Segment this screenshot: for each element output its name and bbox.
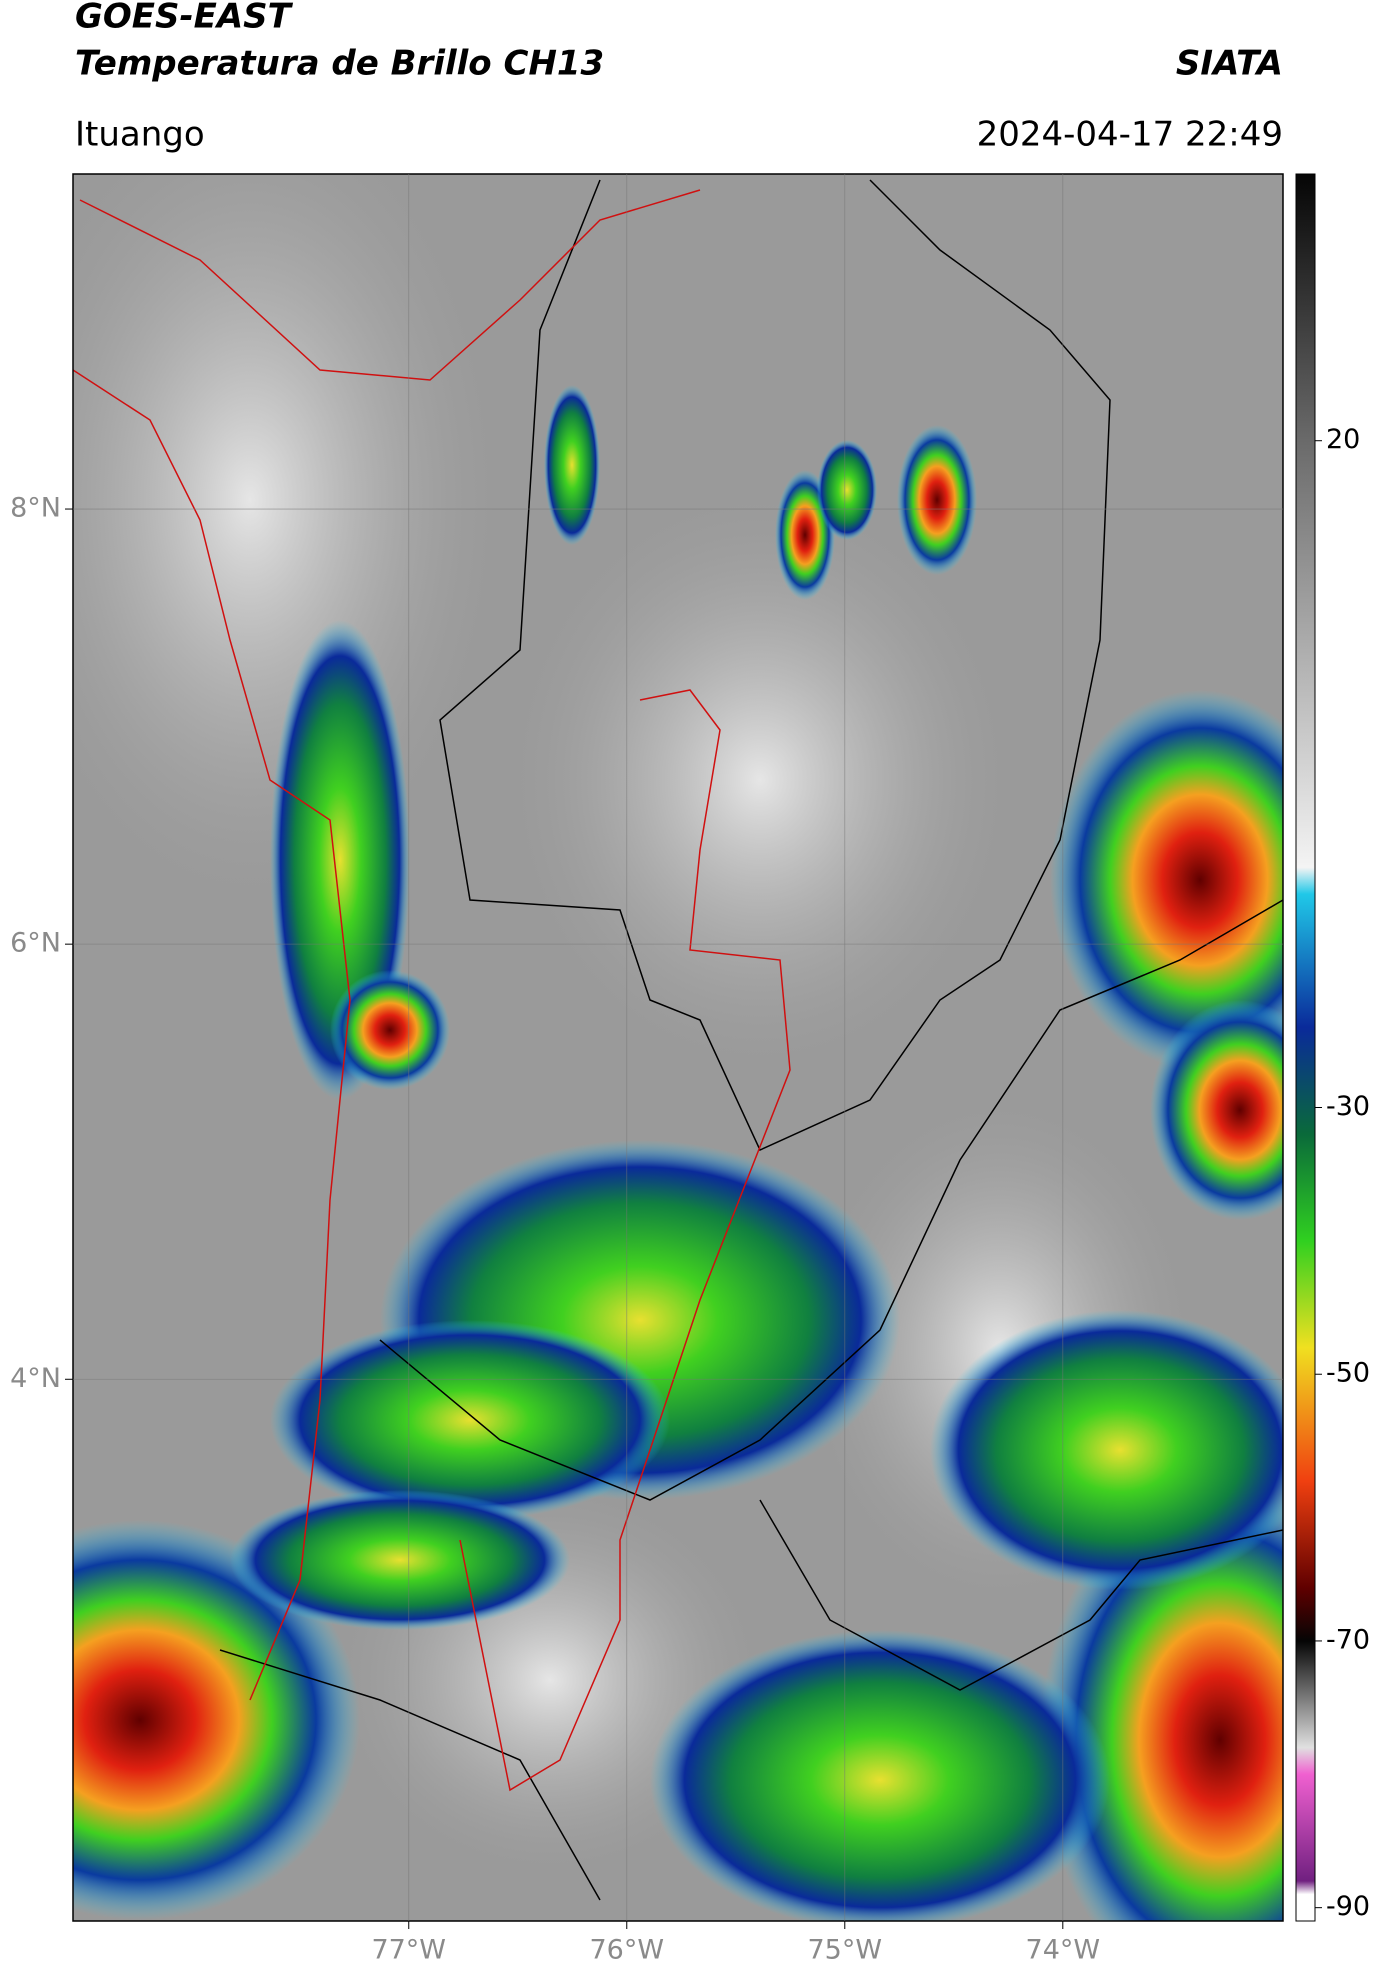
x-tick-label: 76°W <box>589 1935 664 1966</box>
subtitle: Temperatura de Brillo CH13 <box>75 44 604 84</box>
brand: SIATA <box>1176 44 1283 84</box>
title: GOES-EAST <box>75 0 294 37</box>
colorbar-tick-label: -30 <box>1326 1091 1370 1122</box>
colorbar-tick-label: -50 <box>1326 1358 1370 1389</box>
x-tick-label: 74°W <box>1026 1935 1101 1966</box>
colorbar-tick-label: 20 <box>1326 424 1360 455</box>
colorbar-tick-label: -70 <box>1326 1624 1370 1655</box>
location: Ituango <box>75 115 205 155</box>
satellite-image <box>73 174 1283 1921</box>
x-tick-label: 77°W <box>371 1935 446 1966</box>
y-tick-label: 8°N <box>10 493 61 524</box>
colorbar-tick-label: -90 <box>1326 1891 1370 1922</box>
y-tick-label: 4°N <box>10 1363 61 1394</box>
datetime: 2024-04-17 22:49 <box>977 115 1283 155</box>
colorbar <box>1295 173 1316 1922</box>
map-frame <box>72 173 1284 1922</box>
y-tick-label: 6°N <box>10 928 61 959</box>
x-tick-label: 75°W <box>808 1935 883 1966</box>
borders <box>73 179 1283 1901</box>
